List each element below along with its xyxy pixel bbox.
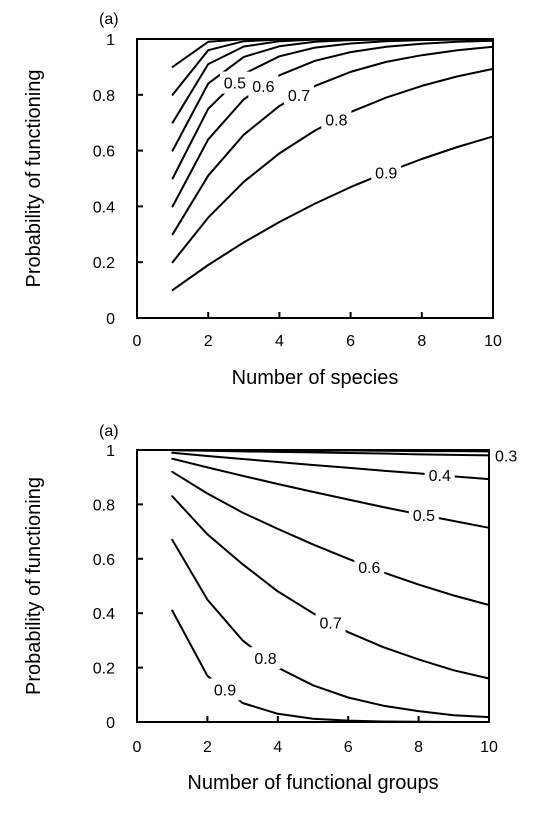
series-line-0.3 [171, 449, 490, 457]
x-tick-label: 10 [484, 333, 502, 350]
series-line-0.6 [171, 470, 490, 606]
x-tick-label: 6 [346, 333, 355, 350]
series-label-background [408, 504, 439, 527]
x-tick-label: 4 [275, 333, 284, 350]
series-label-0.9: 0.9 [375, 165, 397, 182]
y-axis-title: Probability of functioning [23, 477, 45, 695]
series-line-0.9 [171, 135, 494, 292]
series-label-background [354, 555, 385, 578]
series-label-0.5: 0.5 [224, 76, 246, 93]
series-line-0.7 [171, 495, 490, 680]
y-tick-label: 1 [106, 32, 115, 49]
y-axis-title: Probability of functioning [23, 70, 45, 288]
y-tick-label: 0.2 [93, 255, 115, 272]
series-label-0.7: 0.7 [319, 616, 341, 633]
y-tick-label: 0.6 [93, 144, 115, 161]
series-label-0.5: 0.5 [413, 508, 435, 525]
y-tick-label: 0.4 [93, 199, 115, 216]
series-label-background [283, 83, 314, 106]
series-line-0.6 [171, 39, 494, 208]
x-tick-label: 8 [414, 739, 423, 756]
panel-label: (a) [99, 423, 119, 440]
y-tick-label: 0 [106, 715, 115, 732]
x-tick-label: 2 [203, 739, 212, 756]
plot-frame [136, 449, 490, 723]
panel-label: (a) [99, 11, 119, 28]
y-tick-label: 0.6 [93, 552, 115, 569]
series-line-0.7 [171, 45, 494, 236]
series-label-0.8: 0.8 [254, 651, 276, 668]
x-tick-label: 4 [273, 739, 282, 756]
series-label-background [371, 161, 402, 184]
series-label-0.6: 0.6 [358, 560, 380, 577]
x-tick-label: 8 [417, 333, 426, 350]
y-tick-label: 0.8 [93, 88, 115, 105]
y-tick-label: 1 [106, 443, 115, 460]
series-label-0.7: 0.7 [288, 88, 310, 105]
series-label-background [219, 71, 250, 94]
series-label-0.4: 0.4 [429, 468, 451, 485]
x-axis-title: Number of functional groups [187, 772, 438, 794]
y-tick-label: 0.8 [93, 497, 115, 514]
series-label-background [248, 75, 279, 98]
series-label-0.3: 0.3 [495, 448, 517, 465]
y-tick-label: 0.2 [93, 661, 115, 678]
x-tick-label: 10 [480, 739, 498, 756]
series-label-background [250, 647, 281, 670]
x-tick-label: 6 [344, 739, 353, 756]
series-label-0.6: 0.6 [252, 79, 274, 96]
series-label-background [315, 611, 346, 634]
x-tick-label: 0 [133, 333, 142, 350]
x-tick-label: 2 [204, 333, 213, 350]
series-line-0.8 [171, 538, 490, 719]
y-tick-label: 0.4 [93, 606, 115, 623]
y-tick-label: 0 [106, 311, 115, 328]
x-tick-label: 0 [133, 739, 142, 756]
series-label-background [210, 678, 240, 701]
series-label-0.9: 0.9 [214, 682, 236, 699]
series-label-background [321, 108, 352, 131]
x-axis-title: Number of species [232, 367, 399, 389]
series-label-background [424, 464, 455, 487]
series-label-0.8: 0.8 [325, 112, 347, 129]
